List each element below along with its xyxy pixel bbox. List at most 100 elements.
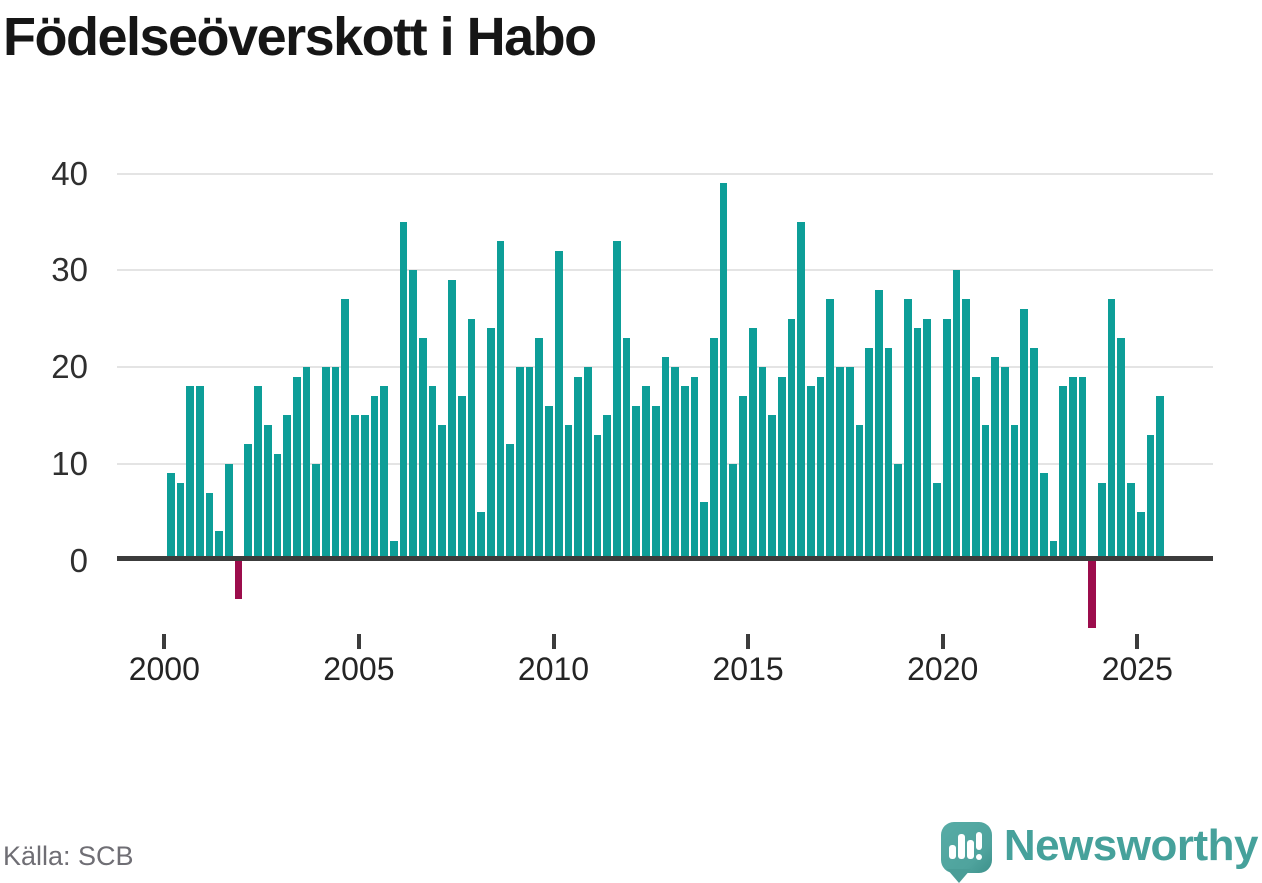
bar-2000Q3 <box>186 386 194 561</box>
bar-2012Q3 <box>651 405 660 561</box>
bar-2013Q4 <box>700 502 709 561</box>
bar-2014Q2 <box>719 183 728 561</box>
x-axis-label-2020: 2020 <box>907 651 979 687</box>
bar-2018Q1 <box>865 347 873 561</box>
bar-2007Q1 <box>438 425 447 561</box>
bar-2002Q4 <box>273 454 282 561</box>
bar-2008Q2 <box>486 328 495 561</box>
bar-2023Q3 <box>1078 376 1087 561</box>
bar-2015Q3 <box>768 415 776 561</box>
bar-2019Q3 <box>923 318 932 561</box>
bar-2009Q4 <box>545 405 553 561</box>
bar-2001Q1 <box>205 492 214 561</box>
bar-2014Q3 <box>729 463 738 561</box>
bar-2005Q1 <box>360 415 369 561</box>
x-axis-tick-2020 <box>940 634 945 649</box>
bar-2013Q1 <box>671 367 679 561</box>
bar-2014Q4 <box>739 396 747 561</box>
newsworthy-logo-icon <box>940 822 992 883</box>
bar-2015Q4 <box>777 376 786 561</box>
bar-2017Q4 <box>855 425 864 561</box>
bar-2008Q1 <box>477 512 485 561</box>
bar-2019Q1 <box>904 299 912 561</box>
y-axis-label-40: 40 <box>51 154 88 192</box>
bar-2008Q3 <box>496 241 505 561</box>
page-title: Födelseöverskott i Habo <box>3 7 597 67</box>
bar-2004Q2 <box>331 367 340 561</box>
bar-2012Q1 <box>632 405 641 561</box>
bar-2006Q3 <box>419 338 427 561</box>
bar-2014Q1 <box>710 338 718 561</box>
bar-2009Q1 <box>516 367 524 561</box>
bar-2006Q4 <box>428 386 437 561</box>
x-axis-label-2000: 2000 <box>128 651 200 687</box>
bar-2001Q4 <box>234 560 243 600</box>
newsworthy-logo: Newsworthy <box>940 818 1259 883</box>
bar-2025Q2 <box>1146 434 1155 561</box>
bar-2021Q1 <box>981 425 990 561</box>
bar-2020Q1 <box>942 318 951 561</box>
bar-2025Q3 <box>1156 396 1164 561</box>
bar-2003Q1 <box>283 415 291 561</box>
source-attribution: Källa: SCB <box>3 841 134 871</box>
bar-2024Q2 <box>1107 299 1116 561</box>
bar-2011Q1 <box>593 434 602 561</box>
bar-2017Q3 <box>845 367 854 561</box>
bar-2001Q2 <box>215 531 224 561</box>
speech-bubble-tail <box>946 869 971 883</box>
bar-2020Q3 <box>962 299 970 561</box>
y-axis-label-10: 10 <box>51 444 88 482</box>
bar-2006Q2 <box>409 270 418 561</box>
bar-2016Q3 <box>807 386 815 561</box>
bar-2017Q1 <box>826 299 835 561</box>
bar-2007Q4 <box>467 318 476 561</box>
bar-2009Q3 <box>535 338 544 561</box>
bar-2016Q2 <box>797 222 806 561</box>
bar-2018Q3 <box>884 347 893 561</box>
bar-2000Q4 <box>195 386 204 561</box>
bar-2019Q4 <box>933 483 941 561</box>
bar-2009Q2 <box>525 367 534 561</box>
x-axis-zero-line <box>117 555 1213 561</box>
gridline-y-30 <box>117 269 1213 272</box>
bar-2007Q3 <box>457 396 466 561</box>
bar-2015Q2 <box>758 367 767 561</box>
bar-2022Q2 <box>1030 347 1038 561</box>
x-axis-tick-2010 <box>551 634 556 649</box>
bar-2021Q2 <box>991 357 1000 561</box>
bar-2017Q2 <box>836 367 844 561</box>
bar-2004Q4 <box>351 415 359 561</box>
bar-2011Q3 <box>613 241 621 561</box>
bar-2005Q3 <box>380 386 388 561</box>
bar-2020Q2 <box>952 270 961 561</box>
x-axis-tick-2000 <box>162 634 167 649</box>
x-axis-label-2025: 2025 <box>1101 651 1173 687</box>
x-axis-label-2010: 2010 <box>517 651 590 687</box>
bar-2010Q3 <box>574 376 582 561</box>
bar-2023Q4 <box>1088 560 1097 629</box>
bar-2022Q4 <box>1049 541 1058 561</box>
bar-2013Q2 <box>680 386 689 561</box>
bar-2010Q1 <box>554 251 563 561</box>
bar-2007Q2 <box>448 280 456 561</box>
bar-2023Q2 <box>1068 376 1077 561</box>
bar-2025Q1 <box>1136 512 1145 561</box>
bar-2003Q3 <box>302 367 311 561</box>
bar-2013Q3 <box>690 376 699 561</box>
bar-2005Q2 <box>370 396 379 561</box>
bar-2003Q2 <box>292 376 301 561</box>
bar-2011Q2 <box>603 415 612 561</box>
bar-2022Q1 <box>1020 309 1029 561</box>
y-axis-label-30: 30 <box>51 251 88 289</box>
bar-2002Q3 <box>263 425 272 561</box>
x-axis-label-2005: 2005 <box>323 651 395 687</box>
bar-2024Q1 <box>1098 483 1106 561</box>
bar-2016Q4 <box>816 376 825 561</box>
bar-2004Q3 <box>341 299 350 561</box>
bar-2022Q3 <box>1039 473 1048 561</box>
bar-2000Q1 <box>166 473 175 561</box>
bar-2020Q4 <box>971 376 980 561</box>
bar-2002Q2 <box>254 386 262 561</box>
bar-2005Q4 <box>389 541 398 561</box>
